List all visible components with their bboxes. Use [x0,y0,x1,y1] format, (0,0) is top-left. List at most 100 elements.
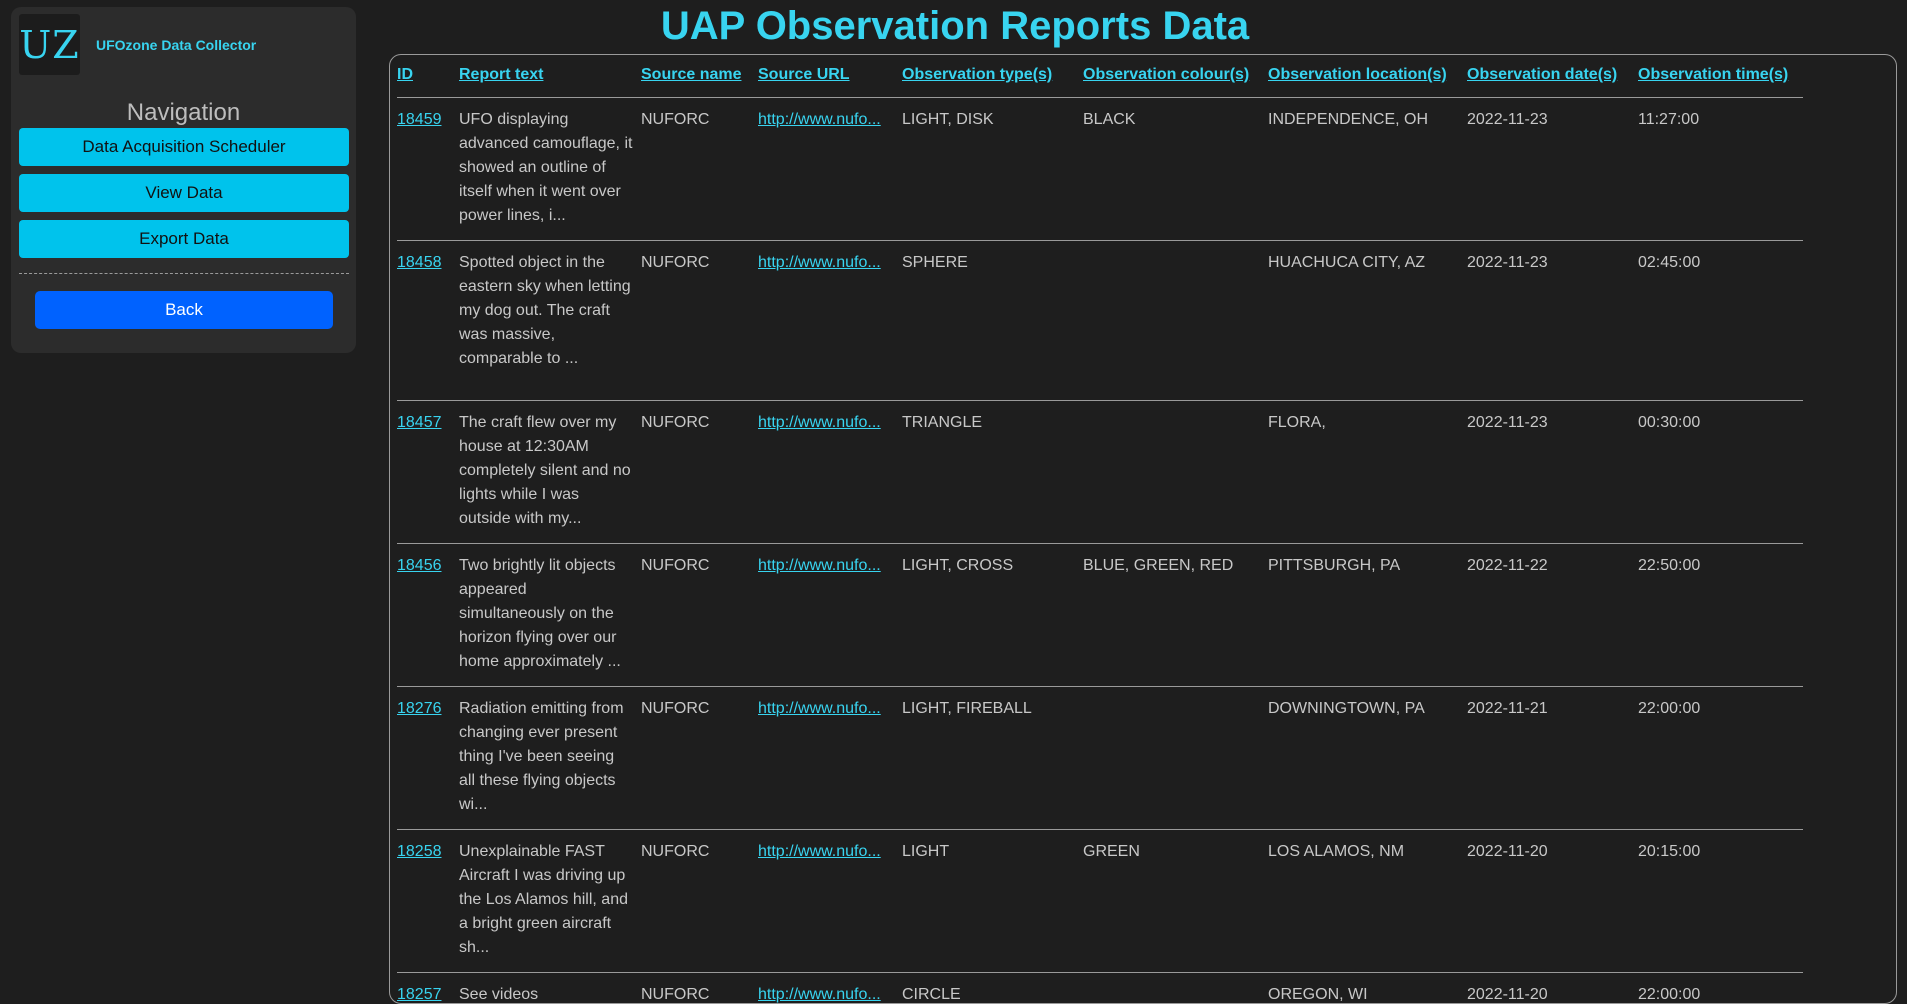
cell-observation-location: PITTSBURGH, PA [1268,544,1467,687]
cell-observation-time: 20:15:00 [1638,830,1803,973]
cell-source-url: http://www.nufo... [758,98,902,241]
cell-observation-colour [1083,401,1268,544]
cell-source-name: NUFORC [641,973,758,1004]
nav-title: Navigation [11,99,356,127]
cell-report-text: Radiation emitting from changing ever pr… [459,687,641,830]
cell-observation-colour [1083,241,1268,401]
cell-observation-location: INDEPENDENCE, OH [1268,98,1467,241]
sidebar: UZ UFOzone Data Collector Navigation Dat… [11,7,356,353]
cell-report-text: Two brightly lit objects appeared simult… [459,544,641,687]
back-button[interactable]: Back [35,291,333,329]
cell-observation-colour: BLUE, GREEN, RED [1083,544,1268,687]
cell-report-text: The craft flew over my house at 12:30AM … [459,401,641,544]
table-header-row: ID Report text Source name Source URL Ob… [397,65,1803,98]
page-title: UAP Observation Reports Data [390,2,1520,50]
cell-observation-type: LIGHT [902,830,1083,973]
cell-source-name: NUFORC [641,241,758,401]
table-row: 18456 Two brightly lit objects appeared … [397,544,1803,687]
cell-source-url: http://www.nufo... [758,544,902,687]
cell-observation-date: 2022-11-23 [1467,401,1638,544]
cell-observation-time: 22:00:00 [1638,687,1803,830]
table-row: 18457 The craft flew over my house at 12… [397,401,1803,544]
source-url-link[interactable]: http://www.nufo... [758,254,881,271]
source-url-link[interactable]: http://www.nufo... [758,843,881,860]
header-observation-location[interactable]: Observation location(s) [1268,65,1467,98]
cell-observation-type: LIGHT, DISK [902,98,1083,241]
header-source-name[interactable]: Source name [641,65,758,98]
cell-observation-date: 2022-11-22 [1467,544,1638,687]
cell-observation-location: HUACHUCA CITY, AZ [1268,241,1467,401]
cell-observation-date: 2022-11-20 [1467,830,1638,973]
header-report-text[interactable]: Report text [459,65,641,98]
cell-observation-colour: BLACK [1083,98,1268,241]
cell-source-name: NUFORC [641,401,758,544]
source-url-link[interactable]: http://www.nufo... [758,700,881,717]
cell-observation-location: OREGON, WI [1268,973,1467,1004]
cell-observation-type: LIGHT, FIREBALL [902,687,1083,830]
cell-id: 18276 [397,687,459,830]
source-url-link[interactable]: http://www.nufo... [758,557,881,574]
cell-source-name: NUFORC [641,687,758,830]
cell-observation-colour: GREEN [1083,830,1268,973]
source-url-link[interactable]: http://www.nufo... [758,414,881,431]
brand: UZ UFOzone Data Collector [19,14,256,75]
cell-observation-date: 2022-11-21 [1467,687,1638,830]
cell-source-name: NUFORC [641,98,758,241]
reports-table: ID Report text Source name Source URL Ob… [397,65,1803,1004]
table-row: 18257 See videos NUFORC http://www.nufo.… [397,973,1803,1004]
header-source-url[interactable]: Source URL [758,65,902,98]
cell-observation-time: 00:30:00 [1638,401,1803,544]
cell-source-url: http://www.nufo... [758,973,902,1004]
cell-observation-location: LOS ALAMOS, NM [1268,830,1467,973]
cell-report-text: Unexplainable FAST Aircraft I was drivin… [459,830,641,973]
report-id-link[interactable]: 18258 [397,843,442,860]
table-row: 18459 UFO displaying advanced camouflage… [397,98,1803,241]
cell-id: 18459 [397,98,459,241]
cell-observation-time: 11:27:00 [1638,98,1803,241]
cell-report-text: See videos [459,973,641,1004]
cell-observation-type: TRIANGLE [902,401,1083,544]
header-observation-time[interactable]: Observation time(s) [1638,65,1803,98]
cell-source-name: NUFORC [641,830,758,973]
cell-observation-date: 2022-11-23 [1467,98,1638,241]
header-observation-colour[interactable]: Observation colour(s) [1083,65,1268,98]
cell-observation-time: 22:50:00 [1638,544,1803,687]
reports-table-container: ID Report text Source name Source URL Ob… [389,54,1897,1004]
header-id[interactable]: ID [397,65,459,98]
cell-observation-location: DOWNINGTOWN, PA [1268,687,1467,830]
cell-observation-type: CIRCLE [902,973,1083,1004]
cell-source-url: http://www.nufo... [758,241,902,401]
cell-id: 18457 [397,401,459,544]
cell-source-url: http://www.nufo... [758,401,902,544]
report-id-link[interactable]: 18458 [397,254,442,271]
header-observation-type[interactable]: Observation type(s) [902,65,1083,98]
table-row: 18258 Unexplainable FAST Aircraft I was … [397,830,1803,973]
cell-observation-type: LIGHT, CROSS [902,544,1083,687]
cell-id: 18458 [397,241,459,401]
app-logo: UZ [19,14,80,75]
report-id-link[interactable]: 18456 [397,557,442,574]
cell-observation-type: SPHERE [902,241,1083,401]
cell-source-url: http://www.nufo... [758,687,902,830]
report-id-link[interactable]: 18459 [397,111,442,128]
table-row: 18458 Spotted object in the eastern sky … [397,241,1803,401]
export-data-button[interactable]: Export Data [19,220,349,258]
cell-report-text: UFO displaying advanced camouflage, it s… [459,98,641,241]
cell-source-url: http://www.nufo... [758,830,902,973]
cell-observation-date: 2022-11-20 [1467,973,1638,1004]
cell-observation-location: FLORA, [1268,401,1467,544]
table-row: 18276 Radiation emitting from changing e… [397,687,1803,830]
cell-id: 18258 [397,830,459,973]
cell-observation-date: 2022-11-23 [1467,241,1638,401]
cell-observation-colour [1083,973,1268,1004]
cell-id: 18257 [397,973,459,1004]
header-observation-date[interactable]: Observation date(s) [1467,65,1638,98]
brand-name: UFOzone Data Collector [96,37,256,53]
source-url-link[interactable]: http://www.nufo... [758,111,881,128]
cell-observation-time: 22:00:00 [1638,973,1803,1004]
report-id-link[interactable]: 18457 [397,414,442,431]
data-acquisition-scheduler-button[interactable]: Data Acquisition Scheduler [19,128,349,166]
view-data-button[interactable]: View Data [19,174,349,212]
cell-report-text: Spotted object in the eastern sky when l… [459,241,641,401]
report-id-link[interactable]: 18276 [397,700,442,717]
